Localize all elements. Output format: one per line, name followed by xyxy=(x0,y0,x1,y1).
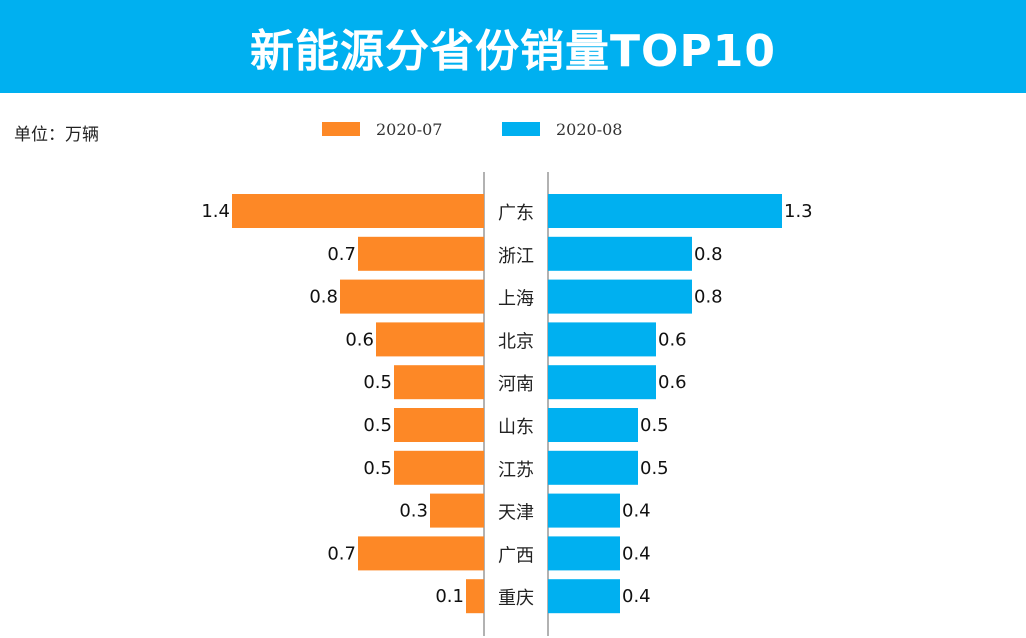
data-label-2020-07-3: 0.8 xyxy=(309,287,338,308)
bar-2020-07-7 xyxy=(394,450,484,485)
data-label-2020-07-8: 0.3 xyxy=(399,501,428,522)
data-label-2020-07-4: 0.6 xyxy=(345,329,374,350)
bar-2020-08-6 xyxy=(548,408,638,442)
legend-label-2020-07: 2020-07 xyxy=(376,119,443,139)
category-label-3: 上海 xyxy=(498,289,534,310)
bar-2020-07-3 xyxy=(340,279,484,314)
bar-2020-08-5 xyxy=(548,365,656,400)
data-label-2020-07-9: 0.7 xyxy=(327,543,356,564)
category-label-6: 山东 xyxy=(498,417,534,438)
legend-swatch-2020-07 xyxy=(322,122,360,136)
bar-2020-07-2 xyxy=(358,236,484,271)
data-label-2020-07-10: 0.1 xyxy=(435,586,464,607)
unit-label: 单位：万辆 xyxy=(14,125,99,145)
bar-2020-08-8 xyxy=(548,493,620,528)
bar-2020-08-4 xyxy=(548,322,656,357)
data-label-2020-08-6: 0.5 xyxy=(640,415,669,436)
chart-title: 新能源分省份销量TOP10 xyxy=(250,25,776,77)
bar-2020-08-10 xyxy=(548,579,620,614)
bar-2020-08-1 xyxy=(548,194,782,228)
data-label-2020-08-3: 0.8 xyxy=(694,287,723,308)
bar-2020-08-9 xyxy=(548,536,620,571)
category-label-8: 天津 xyxy=(498,503,534,524)
bar-2020-07-8 xyxy=(430,493,484,528)
data-label-2020-08-9: 0.4 xyxy=(622,543,651,564)
bar-2020-08-3 xyxy=(548,279,692,314)
data-label-2020-07-7: 0.5 xyxy=(363,458,392,479)
data-label-2020-08-1: 1.3 xyxy=(784,201,813,222)
bar-2020-07-6 xyxy=(394,408,484,442)
bar-2020-07-5 xyxy=(394,365,484,400)
data-label-2020-07-1: 1.4 xyxy=(201,201,230,222)
bar-2020-07-9 xyxy=(358,536,484,571)
legend-swatch-2020-08 xyxy=(502,122,540,136)
data-label-2020-07-6: 0.5 xyxy=(363,415,392,436)
category-label-1: 广东 xyxy=(498,203,534,224)
category-label-2: 浙江 xyxy=(498,246,534,267)
data-label-2020-08-10: 0.4 xyxy=(622,586,651,607)
bar-2020-07-10 xyxy=(466,579,484,614)
category-label-7: 江苏 xyxy=(498,460,534,481)
title-banner: 新能源分省份销量TOP10 xyxy=(0,0,1026,93)
data-label-2020-08-8: 0.4 xyxy=(622,501,651,522)
legend-item-2020-07: 2020-07 xyxy=(322,118,442,140)
data-label-2020-08-5: 0.6 xyxy=(658,372,687,393)
data-label-2020-08-4: 0.6 xyxy=(658,329,687,350)
bar-2020-07-1 xyxy=(232,194,484,228)
category-label-5: 河南 xyxy=(498,374,534,395)
category-label-4: 北京 xyxy=(498,331,534,352)
category-label-10: 重庆 xyxy=(498,588,534,609)
legend-item-2020-08: 2020-08 xyxy=(502,118,622,140)
bar-2020-08-2 xyxy=(548,236,692,271)
bar-2020-08-7 xyxy=(548,450,638,485)
data-label-2020-07-5: 0.5 xyxy=(363,372,392,393)
category-label-9: 广西 xyxy=(498,545,534,566)
data-label-2020-08-2: 0.8 xyxy=(694,244,723,265)
legend-label-2020-08: 2020-08 xyxy=(556,119,623,139)
bar-2020-07-4 xyxy=(376,322,484,357)
data-label-2020-07-2: 0.7 xyxy=(327,244,356,265)
data-label-2020-08-7: 0.5 xyxy=(640,458,669,479)
